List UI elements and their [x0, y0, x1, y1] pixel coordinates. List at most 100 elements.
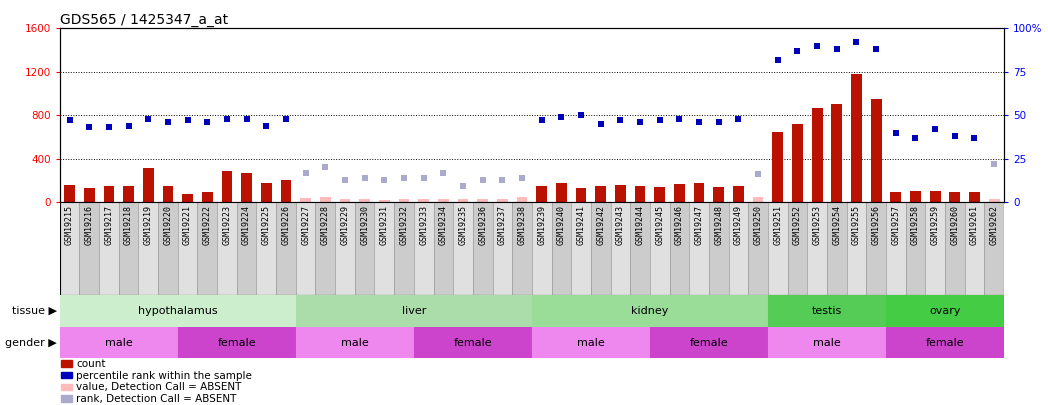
Bar — [611, 202, 630, 295]
Bar — [340, 199, 350, 202]
Bar — [394, 202, 414, 295]
Bar — [237, 202, 257, 295]
Bar — [595, 186, 606, 202]
Bar — [100, 202, 118, 295]
Text: GSM19227: GSM19227 — [301, 205, 310, 245]
Text: GSM19254: GSM19254 — [832, 205, 842, 245]
Text: GSM19258: GSM19258 — [911, 205, 920, 245]
Bar — [296, 327, 414, 358]
Text: GSM19249: GSM19249 — [734, 205, 743, 245]
Bar — [635, 186, 646, 202]
Text: tissue ▶: tissue ▶ — [12, 306, 57, 316]
Text: female: female — [925, 338, 964, 347]
Bar — [178, 327, 296, 358]
Bar — [162, 186, 173, 202]
Bar — [281, 180, 291, 202]
Bar — [118, 202, 138, 295]
Bar — [831, 104, 843, 202]
Bar — [434, 202, 453, 295]
Text: GSM19236: GSM19236 — [478, 205, 487, 245]
Bar — [827, 202, 847, 295]
Text: GSM19237: GSM19237 — [498, 205, 507, 245]
Bar — [694, 183, 704, 202]
Text: GSM19245: GSM19245 — [655, 205, 664, 245]
Text: GSM19233: GSM19233 — [419, 205, 429, 245]
Text: GSM19242: GSM19242 — [596, 205, 605, 245]
Bar — [418, 199, 429, 202]
Bar — [708, 202, 728, 295]
Bar — [531, 295, 768, 327]
Bar — [182, 194, 193, 202]
Bar — [905, 202, 925, 295]
Text: GSM19217: GSM19217 — [105, 205, 113, 245]
Text: GSM19224: GSM19224 — [242, 205, 252, 245]
Text: GSM19241: GSM19241 — [576, 205, 586, 245]
Bar — [571, 202, 591, 295]
Text: GSM19235: GSM19235 — [459, 205, 467, 245]
Bar — [555, 183, 567, 202]
Bar — [792, 124, 803, 202]
Bar — [886, 295, 1004, 327]
Bar — [531, 327, 650, 358]
Bar — [984, 202, 1004, 295]
Text: ovary: ovary — [930, 306, 961, 316]
Text: GSM19252: GSM19252 — [793, 205, 802, 245]
Bar — [768, 327, 886, 358]
Text: percentile rank within the sample: percentile rank within the sample — [77, 371, 253, 381]
Text: GSM19243: GSM19243 — [616, 205, 625, 245]
Bar — [64, 185, 75, 202]
Bar — [537, 186, 547, 202]
Text: female: female — [454, 338, 493, 347]
Text: testis: testis — [812, 306, 842, 316]
Bar — [807, 202, 827, 295]
Bar — [615, 185, 626, 202]
Text: GSM19220: GSM19220 — [163, 205, 173, 245]
Text: GSM19219: GSM19219 — [144, 205, 153, 245]
Bar — [930, 191, 940, 202]
Bar — [650, 327, 768, 358]
Text: GSM19238: GSM19238 — [518, 205, 526, 245]
Bar — [61, 360, 72, 367]
Bar — [138, 202, 158, 295]
Bar — [964, 202, 984, 295]
Bar — [768, 295, 886, 327]
Text: GSM19228: GSM19228 — [321, 205, 330, 245]
Text: GSM19232: GSM19232 — [399, 205, 409, 245]
Text: GSM19239: GSM19239 — [538, 205, 546, 245]
Bar — [61, 384, 72, 390]
Bar — [241, 173, 252, 202]
Bar — [61, 395, 72, 402]
Bar — [493, 202, 512, 295]
Bar — [453, 202, 473, 295]
Bar — [320, 197, 331, 202]
Text: male: male — [577, 338, 605, 347]
Bar — [630, 202, 650, 295]
Bar — [104, 186, 114, 202]
Text: GSM19246: GSM19246 — [675, 205, 684, 245]
Bar — [60, 295, 296, 327]
Bar — [296, 295, 531, 327]
Text: GSM19262: GSM19262 — [989, 205, 999, 245]
Bar — [217, 202, 237, 295]
Text: GSM19247: GSM19247 — [695, 205, 703, 245]
Bar — [158, 202, 178, 295]
Bar — [752, 197, 764, 202]
Bar — [714, 187, 724, 202]
Text: count: count — [77, 359, 106, 369]
Bar — [300, 198, 311, 202]
Text: GSM19230: GSM19230 — [361, 205, 369, 245]
Text: hypothalamus: hypothalamus — [138, 306, 218, 316]
Text: value, Detection Call = ABSENT: value, Detection Call = ABSENT — [77, 382, 242, 392]
Bar — [575, 188, 587, 202]
Text: male: male — [813, 338, 840, 347]
Bar — [871, 99, 881, 202]
Bar — [143, 168, 154, 202]
Bar — [910, 191, 921, 202]
Bar — [473, 202, 493, 295]
Bar — [414, 327, 531, 358]
Bar — [886, 202, 905, 295]
Bar — [276, 202, 296, 295]
Text: GSM19234: GSM19234 — [439, 205, 447, 245]
Bar — [60, 202, 80, 295]
Text: GSM19240: GSM19240 — [556, 205, 566, 245]
